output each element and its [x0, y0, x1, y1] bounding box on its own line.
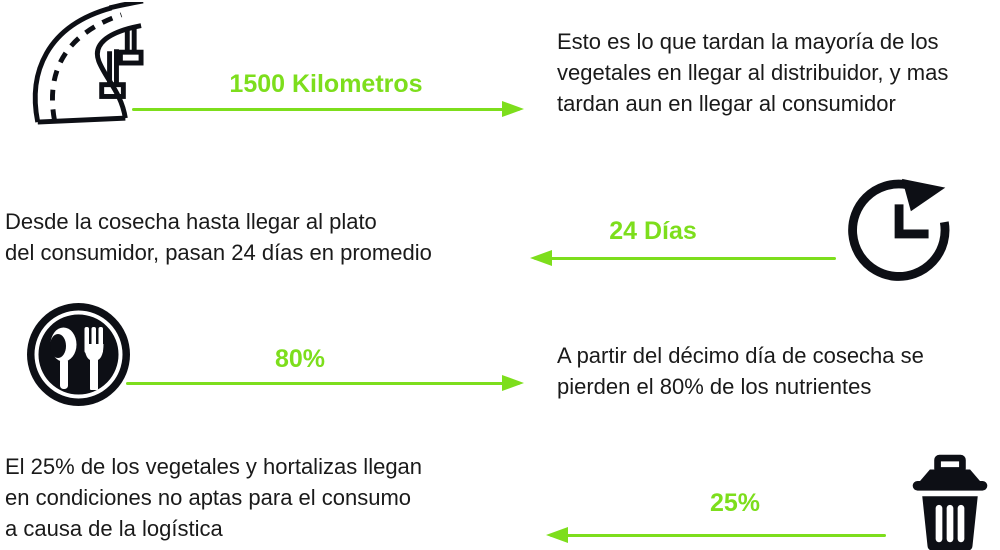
arrow-shaft	[126, 382, 520, 385]
arrow-shaft	[550, 534, 886, 537]
trash-icon	[906, 454, 994, 550]
text-line: tardan aun en llegar al consumidor	[557, 91, 896, 116]
distance-text: Esto es lo que tardan la mayoría de los …	[557, 26, 948, 119]
waste-text: El 25% de los vegetales y hortalizas lle…	[5, 451, 422, 544]
text-line: del consumidor, pasan 24 días en promedi…	[5, 240, 432, 265]
nutrients-arrow-right	[124, 375, 524, 391]
arrow-shaft	[534, 257, 836, 260]
clock-icon	[843, 167, 963, 289]
nutrients-text: A partir del décimo día de cosecha se pi…	[557, 340, 924, 402]
arrow-head	[502, 101, 524, 117]
text-line: en condiciones no aptas para el consumo	[5, 485, 412, 510]
text-line: vegetales en llegar al distribuidor, y m…	[557, 60, 949, 85]
distance-label: 1500 Kilometros	[229, 70, 423, 98]
arrow-head	[546, 527, 568, 543]
waste-label: 25%	[709, 489, 761, 517]
arrow-head	[502, 375, 524, 391]
text-line: A partir del décimo día de cosecha se	[557, 343, 924, 368]
arrow-head	[530, 250, 552, 266]
days-text: Desde la cosecha hasta llegar al plato d…	[5, 206, 432, 268]
waste-arrow-left	[546, 527, 888, 543]
text-line: Desde la cosecha hasta llegar al plato	[5, 209, 377, 234]
nutrients-label: 80%	[274, 345, 326, 373]
arrow-shaft	[132, 108, 520, 111]
days-label: 24 Días	[609, 217, 697, 245]
road-icon	[22, 2, 144, 126]
text-line: El 25% de los vegetales y hortalizas lle…	[5, 454, 423, 479]
plate-cutlery-icon	[26, 302, 131, 407]
distance-arrow-right	[130, 101, 524, 117]
text-line: a causa de la logística	[5, 516, 223, 541]
text-line: Esto es lo que tardan la mayoría de los	[557, 29, 939, 54]
days-arrow-left	[530, 250, 838, 266]
text-line: pierden el 80% de los nutrientes	[557, 374, 872, 399]
